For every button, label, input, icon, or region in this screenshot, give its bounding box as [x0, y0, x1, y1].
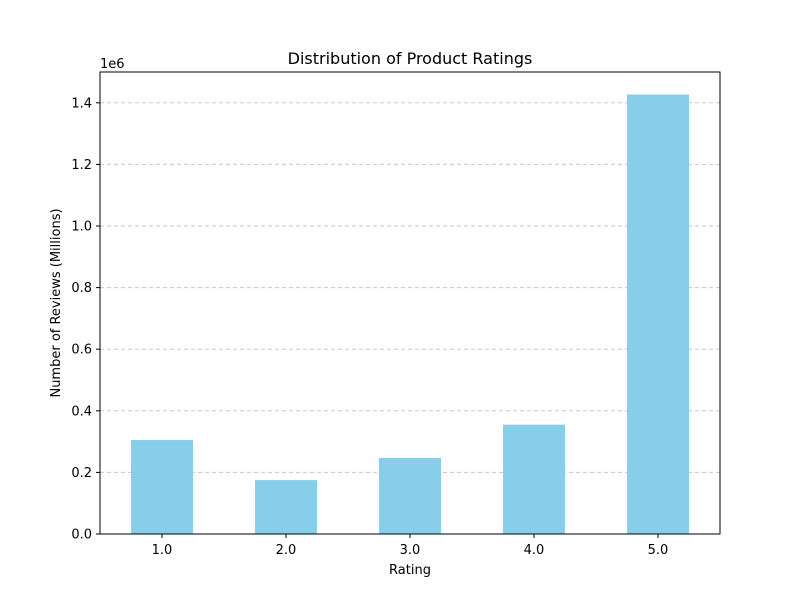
- axis-layer: 0.0 0.2 0.4 0.6 0.8 1.0 1.2 1.4 1.0 2.0 3.0 4.0 5.0: [71, 71, 721, 558]
- bar-4-0: [503, 424, 565, 534]
- y-tick-label: 0.0: [71, 528, 92, 543]
- bar-layer: [131, 94, 689, 534]
- x-tick-label: 1.0: [152, 543, 173, 558]
- y-tick-label: 1.0: [71, 220, 92, 235]
- chart-title: Distribution of Product Ratings: [288, 49, 533, 68]
- x-tick-label: 4.0: [524, 543, 545, 558]
- bar-1-0: [131, 440, 193, 534]
- y-tick-label: 0.2: [71, 466, 92, 481]
- x-axis-label: Rating: [389, 563, 431, 578]
- bar-3-0: [379, 457, 441, 534]
- y-tick-label: 1.2: [71, 158, 92, 173]
- bar-2-0: [255, 480, 317, 534]
- y-axis-label: Number of Reviews (Millions): [49, 208, 64, 397]
- bar-5-0: [627, 94, 689, 534]
- y-tick-label: 0.4: [71, 404, 92, 419]
- x-tick-label: 2.0: [276, 543, 297, 558]
- y-tick-label: 0.8: [71, 281, 92, 296]
- x-tick-label: 5.0: [648, 543, 669, 558]
- y-offset-label: 1e6: [100, 57, 125, 72]
- y-tick-label: 0.6: [71, 343, 92, 358]
- y-tick-label: 1.4: [71, 96, 92, 111]
- x-tick-label: 3.0: [400, 543, 421, 558]
